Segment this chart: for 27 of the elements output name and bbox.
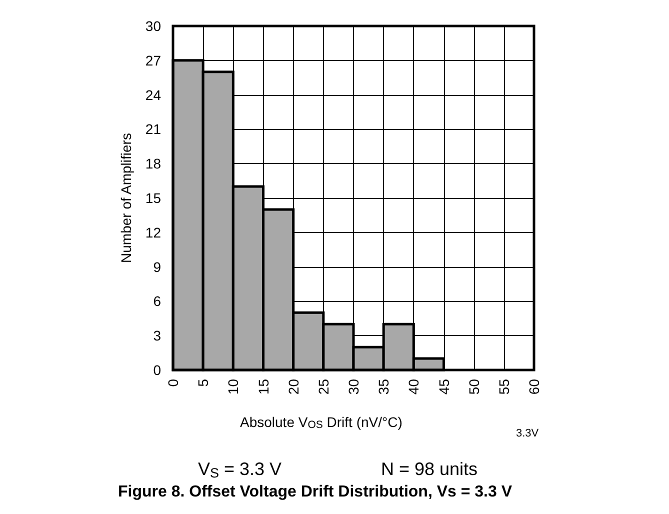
x-tick-label: 50 [466,378,482,395]
x-tick-label: 40 [406,378,422,395]
y-tick-label: 18 [145,156,162,172]
y-tick-label: 30 [145,18,162,34]
x-tick-label: 0 [165,378,181,387]
y-axis-title: Number of Amplifiers [118,133,134,263]
x-tick-label: 10 [225,378,242,395]
x-tick-label: 45 [436,378,452,395]
x-tick-label: 55 [496,378,512,395]
x-tick-label: 35 [376,378,392,395]
y-tick-label: 9 [153,258,162,275]
y-tick-label: 24 [145,86,162,103]
y-tick-label: 27 [145,52,162,68]
x-tick-label: 30 [346,378,362,395]
x-tick-label: 25 [315,378,332,395]
text: N = 98 units [381,459,478,479]
y-tick-label: 12 [145,224,162,240]
text: 3.3V [516,428,540,440]
x-tick-label: 15 [255,378,272,395]
y-tick-label: 3 [153,328,162,344]
y-tick-label: 6 [153,293,162,310]
x-tick-label: 60 [526,378,542,395]
x-tick-label: 5 [195,378,212,387]
x-tick-label: 20 [285,378,302,395]
text: Figure 8. Offset Voltage Drift Distribution, Vs = 3.3 V [118,484,512,500]
y-tick-label: 15 [145,190,162,206]
y-tick-label: 21 [145,121,162,138]
